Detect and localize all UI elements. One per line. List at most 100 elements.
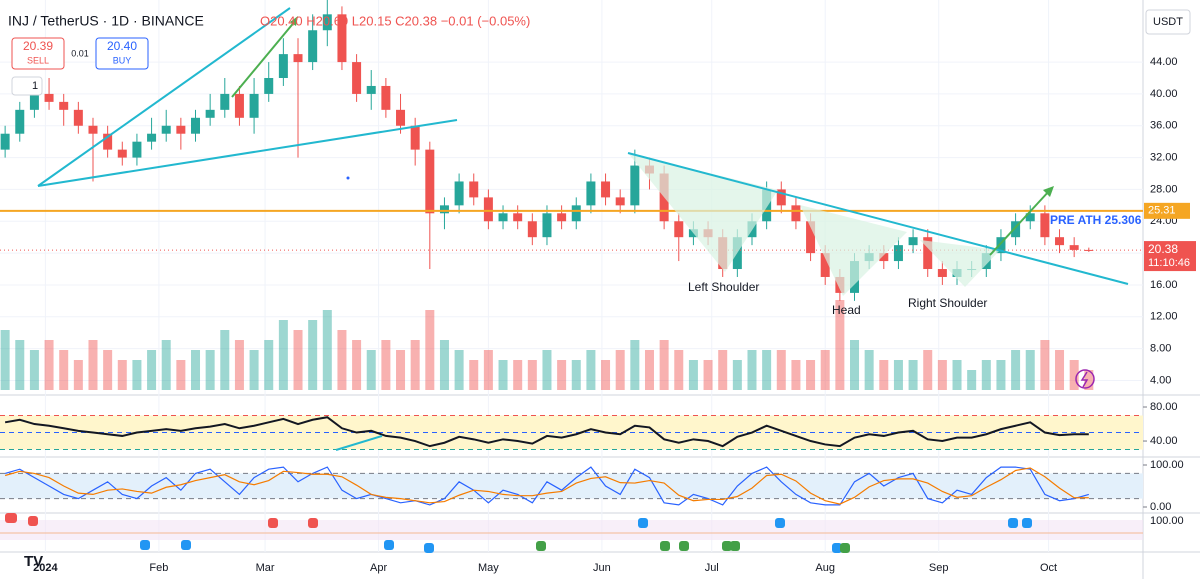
collapse-button[interactable] xyxy=(11,76,43,96)
candle-body xyxy=(308,30,318,63)
candle-body xyxy=(601,181,611,198)
volume-bar xyxy=(718,350,728,390)
indicator-count[interactable]: 1 xyxy=(32,80,38,92)
spread: 0.01 xyxy=(71,48,89,58)
y-tick-label: 12.00 xyxy=(1150,311,1178,323)
volume-bar xyxy=(674,350,684,390)
volume-bar xyxy=(571,360,581,390)
header: INJ / TetherUS · 1D · BINANCE O20.40 H20… xyxy=(8,9,1191,570)
volume-bar xyxy=(117,360,127,390)
y-tick-label: 40.00 xyxy=(1150,435,1178,447)
volume-bar xyxy=(396,350,406,390)
trend-line xyxy=(37,119,458,187)
candle-body xyxy=(88,125,98,134)
volume-bar xyxy=(923,350,933,390)
candle-body xyxy=(205,109,215,118)
volume-bar xyxy=(703,360,713,390)
marker xyxy=(384,540,394,550)
y-tick-label: 36.00 xyxy=(1150,120,1178,132)
candle-body xyxy=(352,62,362,94)
sell-button[interactable] xyxy=(11,37,65,70)
volume-bar xyxy=(498,360,508,390)
buy-marker xyxy=(840,543,850,553)
candle-body xyxy=(1055,237,1065,246)
candle-body xyxy=(44,93,54,102)
buy-marker xyxy=(660,541,670,551)
buy-button[interactable] xyxy=(95,37,149,70)
volume-bar xyxy=(776,350,786,390)
candle-body xyxy=(439,205,449,214)
price-axis xyxy=(1143,0,1200,579)
pattern-fill xyxy=(920,240,1000,287)
candle-body xyxy=(15,109,25,134)
y-tick-label: 28.00 xyxy=(1150,183,1178,195)
candle-body xyxy=(1040,213,1050,238)
marker xyxy=(638,518,648,528)
volume-bar xyxy=(586,350,596,390)
candle-body xyxy=(29,93,39,110)
price-label: 25.31 xyxy=(1148,205,1176,217)
volume-bar xyxy=(132,360,142,390)
candle-body xyxy=(176,125,186,134)
candle-body xyxy=(806,221,816,254)
candle-body xyxy=(264,78,274,94)
volume-bar xyxy=(483,350,493,390)
volume-bar xyxy=(176,360,186,390)
annotation: Head xyxy=(832,303,861,317)
candle-body xyxy=(527,221,537,238)
candle-body xyxy=(879,253,889,262)
volume-bar xyxy=(103,350,113,390)
alert-icon xyxy=(1080,371,1089,388)
buy-label[interactable]: BUY xyxy=(113,55,132,65)
candle-body xyxy=(674,221,684,238)
volume-bar xyxy=(601,360,611,390)
volume-bar xyxy=(0,330,10,390)
volume-bar xyxy=(659,340,669,390)
candle-body xyxy=(483,197,493,222)
candle-body xyxy=(132,141,142,158)
arrow xyxy=(231,19,297,98)
currency-button[interactable] xyxy=(1145,9,1191,35)
candle-body xyxy=(820,253,830,277)
arrow-head xyxy=(290,16,298,26)
marker xyxy=(140,540,150,550)
volume-bar xyxy=(264,340,274,390)
volume-bar xyxy=(791,360,801,390)
candle-body xyxy=(59,101,69,110)
volume-bar xyxy=(1084,370,1094,390)
candle-body xyxy=(249,93,259,118)
candle-body xyxy=(381,85,391,110)
y-tick-label: 80.00 xyxy=(1150,401,1178,413)
volume-bar xyxy=(747,350,757,390)
marker xyxy=(775,518,785,528)
volume-bar xyxy=(352,340,362,390)
volume-bar xyxy=(73,360,83,390)
volume-bar xyxy=(615,350,625,390)
candle-body xyxy=(630,165,640,206)
volume-bar xyxy=(981,360,991,390)
candle-body xyxy=(293,54,303,63)
candle-body xyxy=(117,149,127,158)
candle-body xyxy=(0,133,10,150)
volume-bar xyxy=(644,350,654,390)
sell-marker xyxy=(308,518,318,528)
dot xyxy=(346,176,350,180)
annotation: PRE ATH 25.306 xyxy=(1050,213,1142,227)
candle-body xyxy=(322,14,332,31)
candle-body xyxy=(161,125,171,134)
candle-body xyxy=(396,109,406,126)
candle-body xyxy=(469,181,479,198)
candle-body xyxy=(191,117,201,134)
currency[interactable]: USDT xyxy=(1153,16,1183,28)
sell-label[interactable]: SELL xyxy=(27,55,49,65)
volume-bar xyxy=(410,340,420,390)
candle-body xyxy=(908,237,918,246)
sell-price[interactable]: 20.39 xyxy=(23,39,53,53)
buy-price[interactable]: 20.40 xyxy=(107,39,137,53)
candle-body xyxy=(366,85,376,94)
annotation: Left Shoulder xyxy=(688,280,759,294)
x-tick-label: Mar xyxy=(256,562,275,574)
indicator-line xyxy=(4,467,1089,505)
annotation: Right Shoulder xyxy=(908,296,987,310)
sell-marker xyxy=(28,516,38,526)
